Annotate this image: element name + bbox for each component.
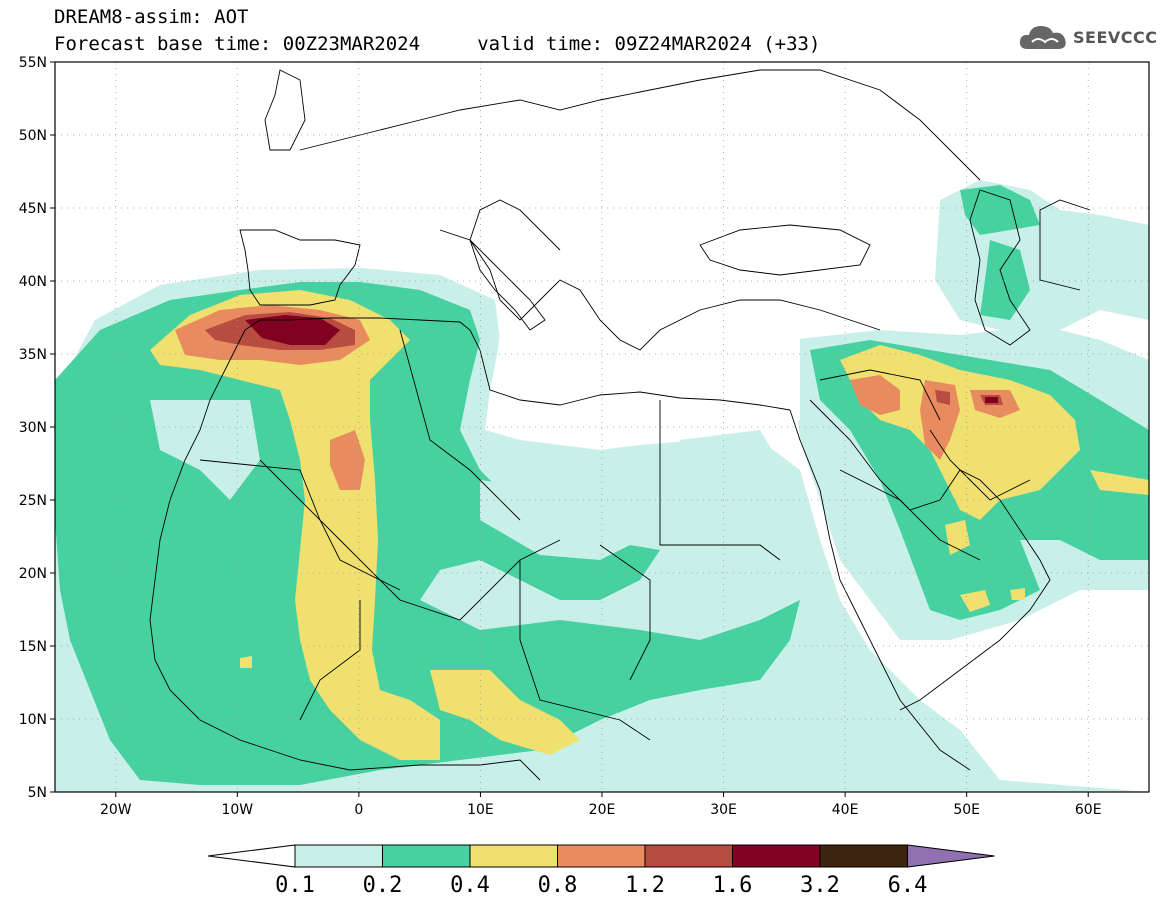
colorbar-segment <box>557 844 646 868</box>
lon-label: 20E <box>589 802 616 818</box>
lon-label: 0 <box>354 802 363 818</box>
lon-label: 20W <box>100 802 132 818</box>
colorbar-under-arrow <box>207 844 296 868</box>
colorbar-segment <box>294 844 383 868</box>
lat-label: 25N <box>19 493 47 509</box>
lon-label: 60E <box>1075 802 1102 818</box>
lat-label: 40N <box>19 274 47 290</box>
aot-1.6-contours <box>245 315 998 403</box>
aot-0.4-contours <box>150 290 1149 760</box>
colorbar-segment <box>732 844 821 868</box>
colorbar-segment <box>382 844 471 868</box>
lat-label: 45N <box>19 201 47 217</box>
lat-label: 15N <box>19 639 47 655</box>
colorbar-label: 6.4 <box>888 873 928 898</box>
aot-field <box>55 180 1149 792</box>
colorbar-segment <box>819 844 908 868</box>
lon-label: 40E <box>832 802 859 818</box>
lon-label: 50E <box>953 802 980 818</box>
colorbar-label: 0.8 <box>538 873 578 898</box>
lat-label: 35N <box>19 347 47 363</box>
lon-label: 30E <box>710 802 737 818</box>
lat-label: 30N <box>19 420 47 436</box>
longitude-labels: 20W 10W 0 10E 20E 30E 40E 50E 60E <box>100 802 1102 818</box>
lat-label: 50N <box>19 128 47 144</box>
graticule <box>55 62 1149 792</box>
cloud-icon <box>1019 26 1066 49</box>
colorbar-label: 0.1 <box>275 873 315 898</box>
colorbar-segment <box>644 844 733 868</box>
aot-below-threshold <box>495 300 800 440</box>
colorbar-label: 1.6 <box>713 873 753 898</box>
lat-label: 55N <box>19 55 47 71</box>
axis-ticks <box>50 61 1089 797</box>
logo-text: SEEVCCC <box>1073 27 1158 47</box>
colorbar-label: 0.2 <box>363 873 403 898</box>
lat-label: 5N <box>28 785 47 801</box>
lon-label: 10W <box>221 802 253 818</box>
lon-label: 10E <box>467 802 494 818</box>
forecast-time-line: Forecast base time: 00Z23MAR2024 valid t… <box>54 33 821 55</box>
colorbar-label: 1.2 <box>625 873 665 898</box>
colorbar: 0.1 0.2 0.4 0.8 1.2 1.6 3.2 6.4 <box>207 844 995 898</box>
lat-label: 20N <box>19 566 47 582</box>
colorbar-segment <box>469 844 558 868</box>
lat-label: 10N <box>19 712 47 728</box>
colorbar-over-arrow <box>907 844 995 868</box>
colorbar-label: 3.2 <box>800 873 840 898</box>
latitude-labels: 55N 50N 45N 40N 35N 30N 25N 20N 15N 10N 5N <box>19 55 47 801</box>
colorbar-label: 0.4 <box>450 873 490 898</box>
map-title: DREAM8-assim: AOT <box>54 6 249 28</box>
seevccc-logo: SEEVCCC <box>1018 22 1158 52</box>
coastlines-and-borders <box>149 69 1091 781</box>
